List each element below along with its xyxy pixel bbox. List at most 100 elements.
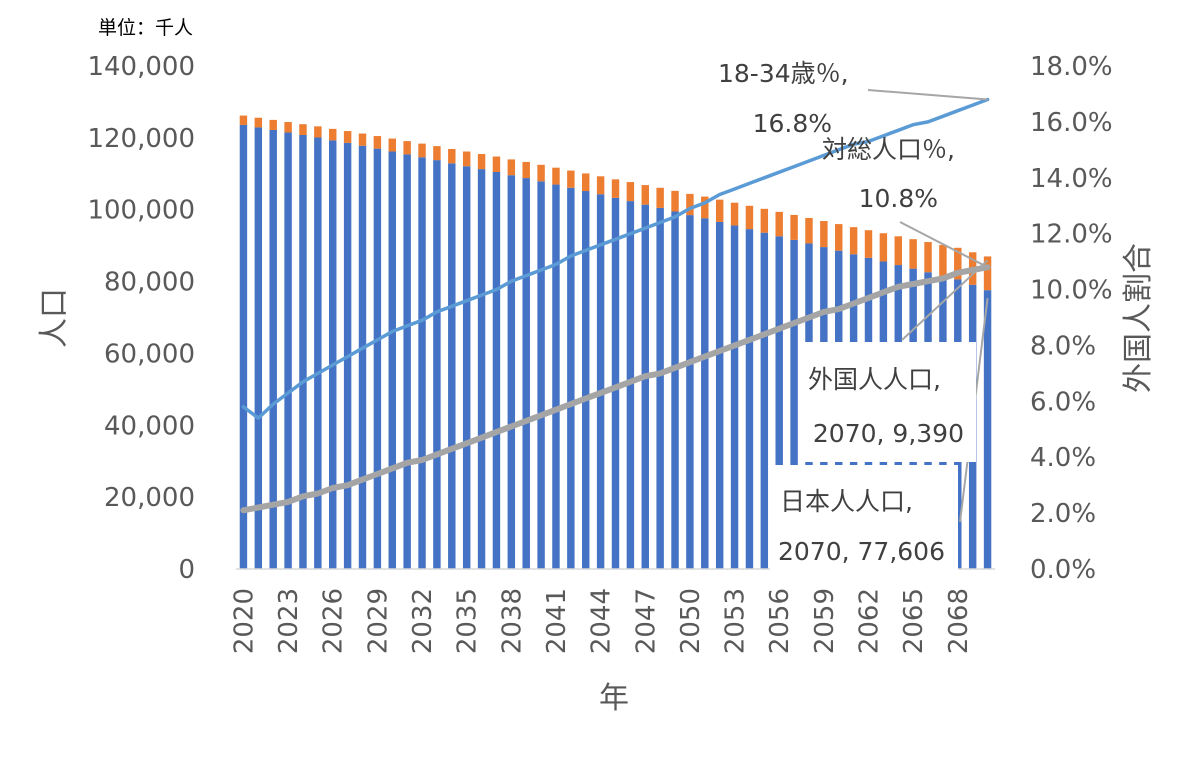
annotation-value: 2070, 77,606 bbox=[778, 537, 945, 566]
y2-tick-label: 2.0% bbox=[1030, 499, 1096, 529]
bar-japanese bbox=[239, 124, 248, 570]
bar-japanese bbox=[418, 157, 426, 569]
bar-japanese bbox=[314, 137, 322, 569]
unit-label: 単位：千人 bbox=[98, 17, 193, 39]
bar-foreign bbox=[954, 247, 962, 280]
bar-japanese bbox=[537, 181, 545, 569]
x-tick-label: 2035 bbox=[453, 588, 483, 654]
bar-foreign bbox=[864, 230, 873, 258]
x-tick-label: 2032 bbox=[408, 588, 438, 654]
y-tick-label: 120,000 bbox=[87, 124, 195, 154]
bar-japanese bbox=[715, 221, 724, 569]
bar-japanese bbox=[983, 290, 992, 569]
bar-japanese bbox=[641, 204, 649, 570]
bar-japanese bbox=[462, 166, 471, 569]
annotation-label: 対総人口％, bbox=[822, 135, 955, 164]
bar-foreign bbox=[433, 146, 441, 161]
bar-japanese bbox=[254, 127, 263, 569]
age-18-34-line bbox=[241, 97, 990, 420]
y-tick-label: 40,000 bbox=[104, 411, 195, 441]
y2-tick-label: 8.0% bbox=[1030, 331, 1096, 361]
line-series bbox=[240, 97, 991, 514]
bar-japanese bbox=[373, 148, 382, 569]
bar-foreign bbox=[849, 227, 858, 255]
bar-japanese bbox=[730, 225, 739, 569]
bar-foreign bbox=[983, 256, 992, 291]
bar-foreign bbox=[507, 159, 516, 176]
leader-foreign bbox=[901, 259, 989, 341]
bar-foreign bbox=[760, 208, 769, 233]
bar-japanese bbox=[760, 232, 769, 570]
x-tick-label: 2056 bbox=[765, 588, 795, 654]
bar-foreign bbox=[909, 239, 917, 269]
bar-foreign bbox=[745, 205, 754, 230]
bar-japanese bbox=[299, 134, 307, 570]
y2-tick-label: 18.0% bbox=[1030, 52, 1113, 82]
bar-foreign bbox=[715, 199, 724, 222]
bar-foreign bbox=[567, 170, 575, 188]
y2-tick-label: 4.0% bbox=[1030, 443, 1096, 473]
y-tick-label: 60,000 bbox=[104, 339, 195, 369]
bar-japanese bbox=[656, 207, 664, 570]
bar-japanese bbox=[329, 140, 337, 570]
annotations: 18-34歳％, 16.8%対総人口％, 10.8% 外国人人口, 2070, 9,39… bbox=[718, 59, 976, 573]
bar-japanese bbox=[269, 129, 277, 569]
x-tick-label: 2041 bbox=[542, 588, 572, 654]
bar-foreign bbox=[418, 143, 426, 158]
y-axis-right: 0.0% 2.0% 4.0% 6.0% 8.0% 10.0% 12.0% 14.0% 16.0%… bbox=[1030, 52, 1113, 585]
annotation-label: 日本人人口, bbox=[780, 487, 913, 516]
bar-japanese bbox=[522, 178, 530, 569]
bar-japanese bbox=[686, 215, 694, 569]
bar-japanese bbox=[448, 163, 456, 569]
bar-foreign bbox=[329, 128, 337, 141]
bar-foreign bbox=[537, 164, 545, 182]
bar-foreign bbox=[701, 196, 709, 219]
bar-japanese bbox=[492, 171, 501, 569]
bar-foreign bbox=[358, 133, 367, 146]
y2-tick-label: 6.0% bbox=[1030, 387, 1096, 417]
bar-foreign bbox=[239, 115, 248, 125]
leader-18-34 bbox=[867, 89, 988, 101]
x-tick-label: 2050 bbox=[676, 588, 706, 654]
annotation-box bbox=[770, 465, 958, 573]
bar-japanese bbox=[433, 160, 441, 569]
y2-tick-label: 16.0% bbox=[1030, 108, 1113, 138]
bar-foreign bbox=[582, 173, 590, 192]
x-tick-label: 2062 bbox=[855, 588, 885, 654]
bar-foreign bbox=[805, 217, 813, 244]
bar-foreign bbox=[492, 156, 501, 172]
bar-foreign bbox=[671, 190, 679, 212]
x-tick-label: 2026 bbox=[319, 588, 349, 654]
ratio-line bbox=[240, 264, 991, 514]
bar-foreign bbox=[477, 154, 486, 170]
bar-foreign bbox=[924, 242, 932, 273]
bar-japanese bbox=[477, 169, 486, 570]
annotation-label: 18-34歳％, bbox=[718, 59, 849, 88]
bar-foreign bbox=[626, 182, 635, 202]
bar-foreign bbox=[611, 179, 620, 198]
annotation-value: 16.8% bbox=[753, 109, 832, 138]
bar-japanese bbox=[596, 194, 605, 569]
bar-foreign bbox=[775, 211, 783, 237]
x-tick-label: 2065 bbox=[899, 588, 929, 654]
bar-japanese bbox=[582, 191, 590, 569]
bar-japanese bbox=[507, 175, 516, 570]
annotation-value: 2070, 9,390 bbox=[813, 419, 964, 448]
bar-foreign bbox=[686, 193, 694, 216]
x-axis: 2020 2023 2026 2029 2032 2035 2038 2041 2044 2047… bbox=[229, 588, 973, 654]
bar-foreign bbox=[835, 224, 843, 251]
bar-foreign bbox=[596, 176, 605, 195]
y-tick-label: 80,000 bbox=[104, 268, 195, 298]
x-tick-label: 2029 bbox=[363, 588, 393, 654]
bar-japanese bbox=[403, 154, 411, 570]
bar-japanese bbox=[388, 151, 396, 569]
bar-japanese bbox=[284, 132, 292, 570]
y-axis-title: 人口 bbox=[37, 288, 72, 348]
bar-japanese bbox=[671, 211, 679, 569]
bar-japanese bbox=[567, 187, 575, 569]
y2-tick-label: 12.0% bbox=[1030, 220, 1113, 250]
bar-foreign bbox=[388, 138, 396, 152]
y2-tick-label: 10.0% bbox=[1030, 276, 1113, 306]
bar-foreign bbox=[939, 244, 947, 276]
